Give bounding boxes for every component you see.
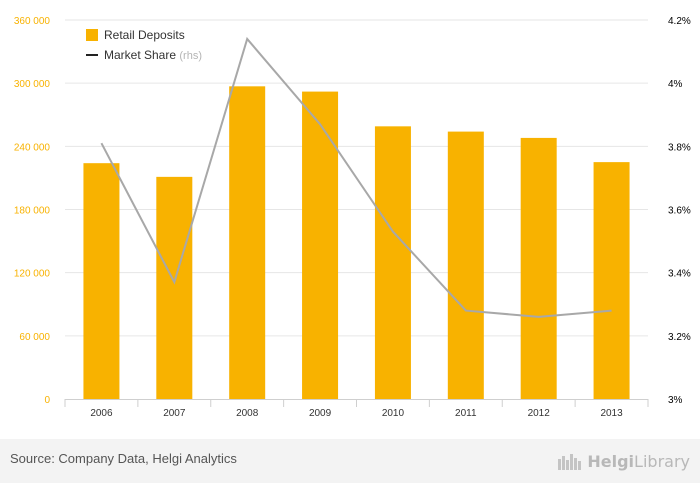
left-tick-label: 0	[44, 395, 50, 406]
left-tick-label: 60 000	[19, 332, 50, 343]
right-tick-label: 3.8%	[668, 142, 691, 153]
right-tick-label: 3.4%	[668, 269, 691, 280]
legend: Retail Deposits Market Share (rhs)	[86, 28, 202, 62]
bar	[447, 131, 484, 399]
right-tick-label: 4%	[668, 79, 683, 90]
left-tick-label: 180 000	[14, 206, 51, 217]
bar	[156, 176, 193, 399]
legend-label-retail-deposits: Retail Deposits	[104, 28, 185, 42]
bar-series	[83, 86, 630, 399]
line-series	[100, 36, 612, 318]
right-tick-label: 3%	[668, 395, 683, 406]
x-tick-label: 2009	[309, 408, 332, 419]
left-tick-label: 300 000	[14, 79, 51, 90]
source-text: Source: Company Data, Helgi Analytics	[10, 451, 237, 466]
x-tick-label: 2012	[528, 408, 551, 419]
x-tick-label: 2006	[90, 408, 113, 419]
legend-label-market-share: Market Share (rhs)	[104, 48, 202, 62]
right-tick-label: 4.2%	[668, 16, 691, 27]
bar	[302, 91, 339, 399]
logo-text: HelgiLibrary	[587, 451, 690, 471]
bar	[520, 137, 557, 399]
bar	[374, 126, 411, 399]
helgi-library-logo: HelgiLibrary	[557, 447, 690, 475]
library-icon	[558, 454, 582, 470]
left-tick-label: 120 000	[14, 269, 51, 280]
legend-rhs-suffix: (rhs)	[179, 50, 202, 62]
x-tick-label: 2008	[236, 408, 259, 419]
x-tick-label: 2007	[163, 408, 186, 419]
bar	[229, 86, 266, 399]
x-tick-label: 2011	[455, 408, 477, 419]
legend-swatch-retail-deposits	[86, 29, 98, 41]
right-tick-label: 3.6%	[668, 206, 691, 217]
left-tick-label: 240 000	[14, 142, 51, 153]
right-tick-label: 3.2%	[668, 332, 691, 343]
market-share-line	[100, 36, 612, 318]
bar	[83, 163, 120, 399]
footer: Source: Company Data, Helgi Analytics He…	[0, 439, 700, 483]
bar	[593, 162, 630, 399]
x-tick-label: 2013	[600, 408, 623, 419]
axes: 0 60 000 120 000 180 000 240 000 300 000 360 0…	[14, 16, 691, 419]
left-tick-label: 360 000	[14, 16, 51, 27]
x-tick-label: 2010	[382, 408, 405, 419]
